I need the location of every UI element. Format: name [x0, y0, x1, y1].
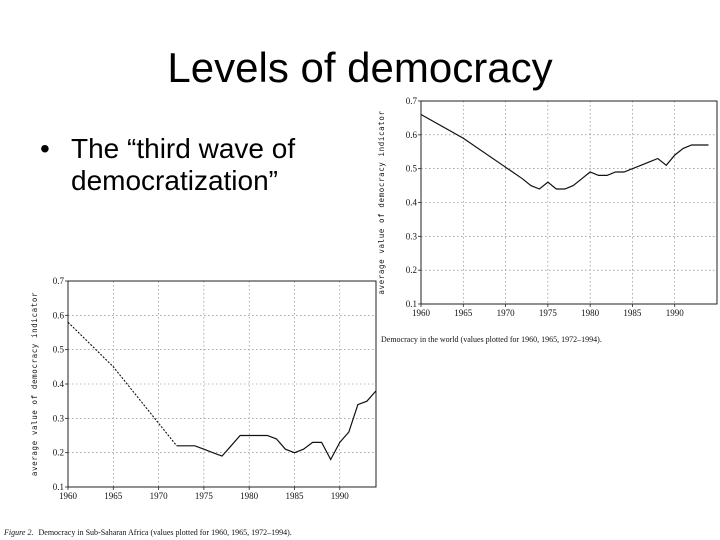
africa-chart-y-ticks: 0.1 0.2 0.3 0.4 0.5 0.6 0.7: [53, 276, 68, 492]
slide-title: Levels of democracy: [167, 44, 553, 91]
y-tick-label: 0.2: [53, 448, 64, 458]
x-tick-label: 1965: [454, 308, 473, 318]
x-tick-label: 1965: [104, 491, 123, 501]
africa-chart-caption-label: Figure 2.: [3, 528, 33, 537]
africa-chart-x-ticks: 1960 1965 1970 1975 1980 1985 1990: [59, 487, 349, 501]
africa-chart-caption-text: Democracy in Sub-Saharan Africa (values …: [38, 528, 291, 537]
x-tick-label: 1980: [240, 491, 259, 501]
africa-chart-y-axis-label: average value of democracy indicator: [30, 292, 39, 476]
y-tick-label: 0.2: [406, 265, 417, 275]
x-tick-label: 1975: [195, 491, 214, 501]
africa-chart-grid: [68, 281, 376, 487]
x-tick-label: 1970: [150, 491, 169, 501]
y-tick-label: 0.7: [53, 276, 65, 286]
x-tick-label: 1975: [539, 308, 558, 318]
y-tick-label: 0.1: [53, 482, 64, 492]
africa-series-line: [176, 390, 377, 461]
x-tick-label: 1985: [623, 308, 642, 318]
y-tick-label: 0.6: [406, 130, 418, 140]
bullet-symbol: •: [40, 133, 50, 164]
early-series-segment: [67, 321, 178, 447]
world-chart-x-ticks: 1960 1965 1970 1975 1980 1985 1990: [412, 304, 684, 318]
x-tick-label: 1960: [412, 308, 431, 318]
y-tick-label: 0.4: [406, 198, 418, 208]
y-tick-label: 0.4: [53, 379, 65, 389]
world-chart-caption: Democracy in the world (values plotted f…: [381, 335, 602, 344]
x-tick-label: 1970: [497, 308, 516, 318]
y-tick-label: 0.5: [406, 164, 418, 174]
africa-chart-caption: Figure 2. Democracy in Sub-Saharan Afric…: [3, 528, 292, 537]
y-tick-label: 0.1: [406, 299, 417, 309]
world-chart-y-axis-label: average value of democracy indicator: [377, 110, 386, 294]
y-tick-label: 0.3: [406, 231, 418, 241]
y-tick-label: 0.7: [406, 96, 418, 106]
x-tick-label: 1990: [331, 491, 350, 501]
y-tick-label: 0.5: [53, 345, 65, 355]
bullet-text: The “third wave of democratization”: [71, 133, 296, 196]
y-tick-label: 0.3: [53, 413, 65, 423]
world-chart-y-ticks: 0.1 0.2 0.3 0.4 0.5 0.6 0.7: [406, 96, 421, 309]
x-tick-label: 1985: [285, 491, 304, 501]
y-tick-label: 0.6: [53, 310, 65, 320]
x-tick-label: 1990: [666, 308, 685, 318]
world-chart-grid: [421, 101, 717, 304]
x-tick-label: 1960: [59, 491, 78, 501]
world-series-line: [420, 113, 709, 190]
x-tick-label: 1980: [581, 308, 600, 318]
